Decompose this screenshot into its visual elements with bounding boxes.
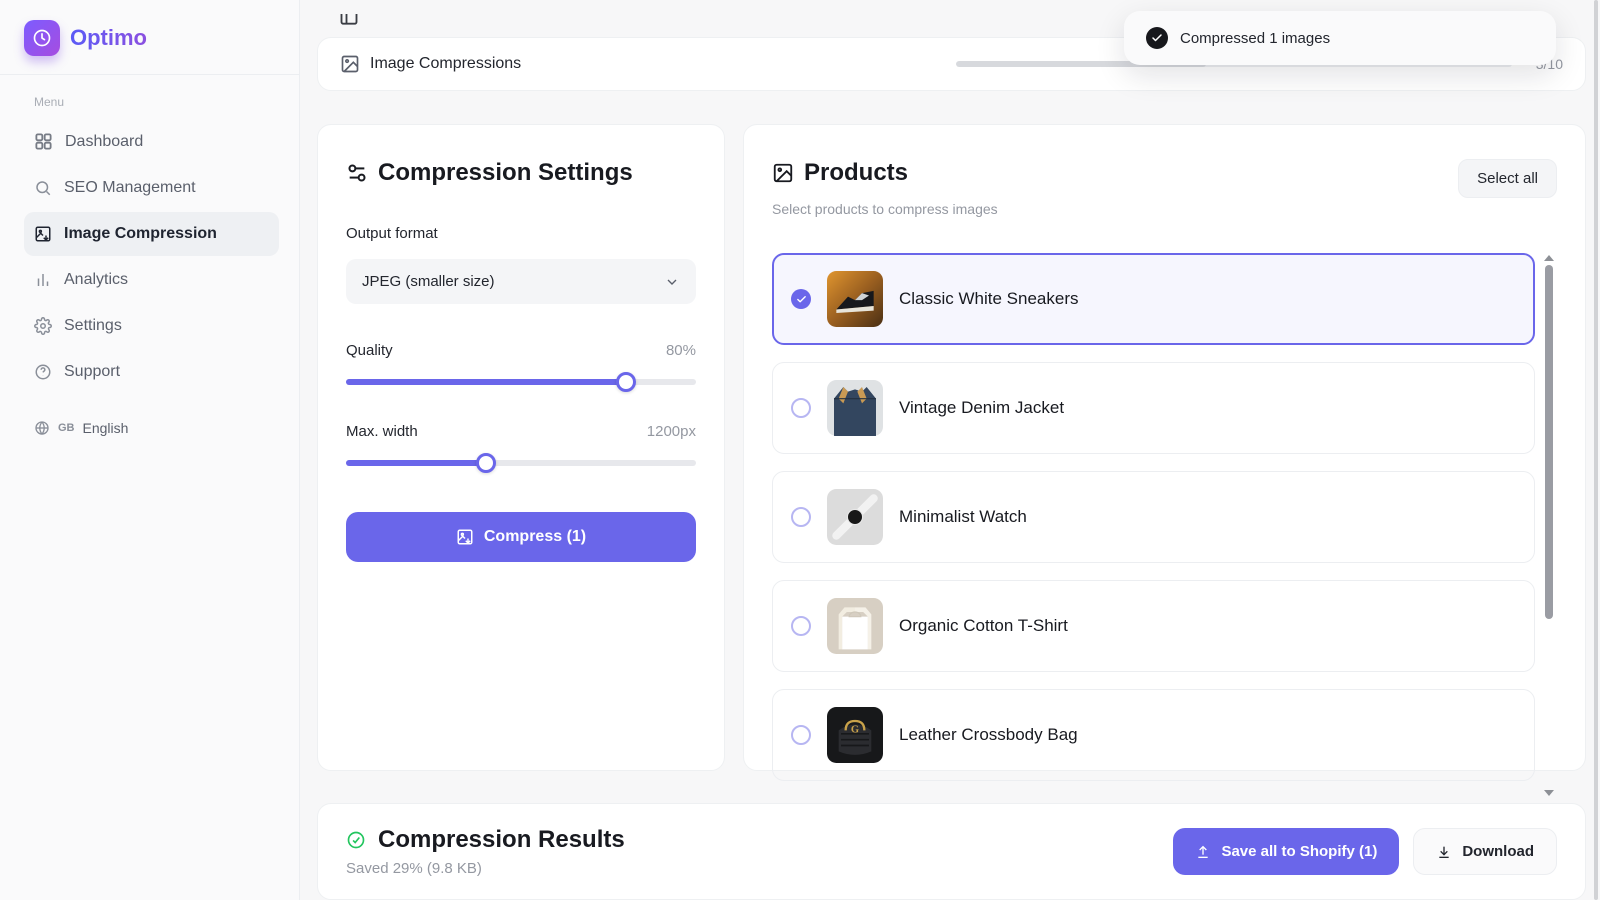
svg-text:G: G (851, 725, 859, 736)
